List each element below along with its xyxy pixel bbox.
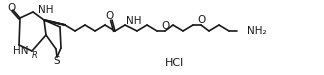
Text: NH: NH: [126, 16, 142, 26]
Text: O: O: [105, 11, 113, 21]
Text: HN: HN: [13, 46, 28, 56]
Text: NH: NH: [38, 5, 53, 15]
Text: S: S: [54, 56, 60, 66]
Text: R: R: [32, 52, 38, 61]
Text: NH₂: NH₂: [247, 26, 267, 36]
Text: HCl: HCl: [165, 58, 185, 68]
Text: O: O: [7, 3, 15, 13]
Text: O: O: [161, 21, 169, 31]
Text: O: O: [197, 15, 205, 25]
